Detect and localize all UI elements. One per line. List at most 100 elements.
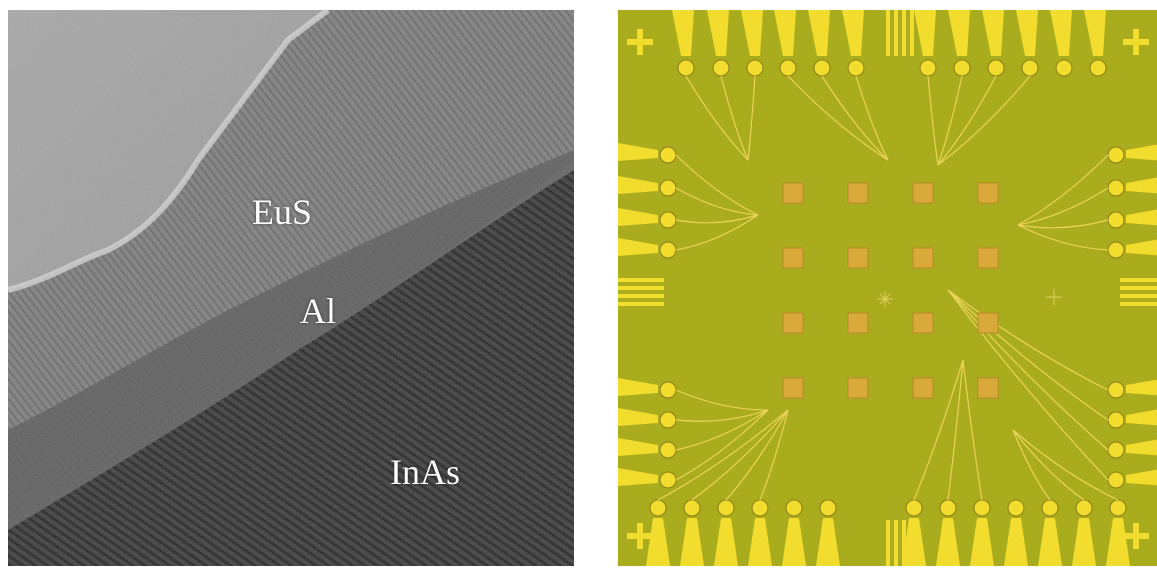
bond-pad: [659, 381, 677, 399]
bond-finger: [618, 238, 658, 256]
bond-finger: [618, 408, 658, 426]
bond-pad: [779, 59, 797, 77]
wire: [725, 409, 789, 501]
device-square: [847, 247, 869, 269]
bond-finger: [1106, 518, 1130, 566]
bond-finger: [816, 518, 840, 566]
wire: [787, 75, 889, 161]
bar-mark: [1120, 294, 1157, 298]
wire: [675, 154, 759, 216]
wire: [947, 289, 1109, 421]
bond-finger: [748, 518, 772, 566]
device-square: [912, 312, 934, 334]
bond-pad: [1107, 441, 1125, 459]
wire: [759, 409, 789, 501]
bar-mark: [1120, 278, 1157, 282]
bond-pad: [1107, 241, 1125, 259]
bond-pad: [1107, 211, 1125, 229]
alignment-cross: [1133, 29, 1139, 55]
wire: [937, 75, 963, 166]
bond-finger: [1016, 10, 1038, 56]
wire: [947, 289, 1109, 451]
bond-finger: [707, 10, 729, 56]
bond-finger: [1126, 239, 1157, 256]
bond-finger: [774, 10, 796, 56]
bar-mark: [902, 10, 906, 56]
bond-finger: [1126, 469, 1157, 486]
bond-finger: [618, 378, 658, 396]
device-square: [847, 377, 869, 399]
wire: [821, 75, 889, 161]
eus-label: EuS: [252, 192, 313, 232]
bar-mark: [618, 286, 664, 290]
bond-pad: [785, 499, 803, 517]
bar-mark: [618, 278, 664, 282]
bond-finger: [1126, 209, 1157, 226]
bar-mark: [894, 10, 898, 56]
bond-pad: [683, 499, 701, 517]
bond-pad: [659, 211, 677, 229]
bond-finger: [1038, 518, 1062, 566]
wire: [1017, 219, 1109, 229]
bond-finger: [646, 518, 670, 566]
bond-pad: [1107, 411, 1125, 429]
device-optical-image: [618, 10, 1157, 566]
wire: [1017, 187, 1109, 226]
bond-pad: [1107, 146, 1125, 164]
wire: [855, 75, 889, 161]
bond-pad: [1055, 59, 1073, 77]
bond-finger: [618, 438, 658, 456]
wire: [657, 409, 789, 501]
wires: [657, 75, 1119, 501]
bond-pad: [819, 499, 837, 517]
substrate: [618, 10, 1157, 566]
inas-label: InAs: [390, 452, 460, 492]
bond-pad: [1107, 381, 1125, 399]
bond-pad: [746, 59, 764, 77]
bar-mark: [894, 520, 898, 566]
wire: [675, 409, 769, 422]
bond-pad: [1109, 499, 1127, 517]
bond-pad: [987, 59, 1005, 77]
bond-pad: [659, 179, 677, 197]
wire: [937, 75, 1031, 166]
device-square: [977, 377, 999, 399]
bond-finger: [1126, 439, 1157, 456]
bond-pad: [717, 499, 735, 517]
bond-finger: [808, 10, 830, 56]
wire: [747, 75, 756, 161]
bond-pad: [1007, 499, 1025, 517]
bond-finger: [1084, 10, 1106, 56]
bond-finger: [842, 10, 864, 56]
bond-pad: [677, 59, 695, 77]
bond-finger: [672, 10, 694, 56]
bar-mark: [886, 520, 890, 566]
wire: [1012, 429, 1119, 501]
bond-finger: [1126, 144, 1157, 161]
device-square: [847, 182, 869, 204]
bond-pad: [813, 59, 831, 77]
bond-finger: [1004, 518, 1028, 566]
wire: [675, 187, 759, 216]
wire: [1017, 224, 1109, 251]
bond-finger: [1126, 177, 1157, 194]
device-squares: [782, 182, 999, 399]
device-square: [847, 312, 869, 334]
bond-finger: [618, 143, 658, 161]
bond-pad: [659, 441, 677, 459]
bond-finger: [948, 10, 970, 56]
bond-pad: [659, 471, 677, 489]
wire: [937, 75, 997, 166]
bond-finger: [680, 518, 704, 566]
device-square: [977, 312, 999, 334]
bond-pad: [659, 241, 677, 259]
bond-pad: [1021, 59, 1039, 77]
bond-finger: [741, 10, 763, 56]
bond-finger: [1050, 10, 1072, 56]
bond-finger: [914, 10, 936, 56]
chip-image: [618, 10, 1157, 566]
bond-pad: [1107, 179, 1125, 197]
bond-pad: [649, 499, 667, 517]
alignment-cross: [637, 523, 643, 549]
wire: [675, 409, 769, 451]
